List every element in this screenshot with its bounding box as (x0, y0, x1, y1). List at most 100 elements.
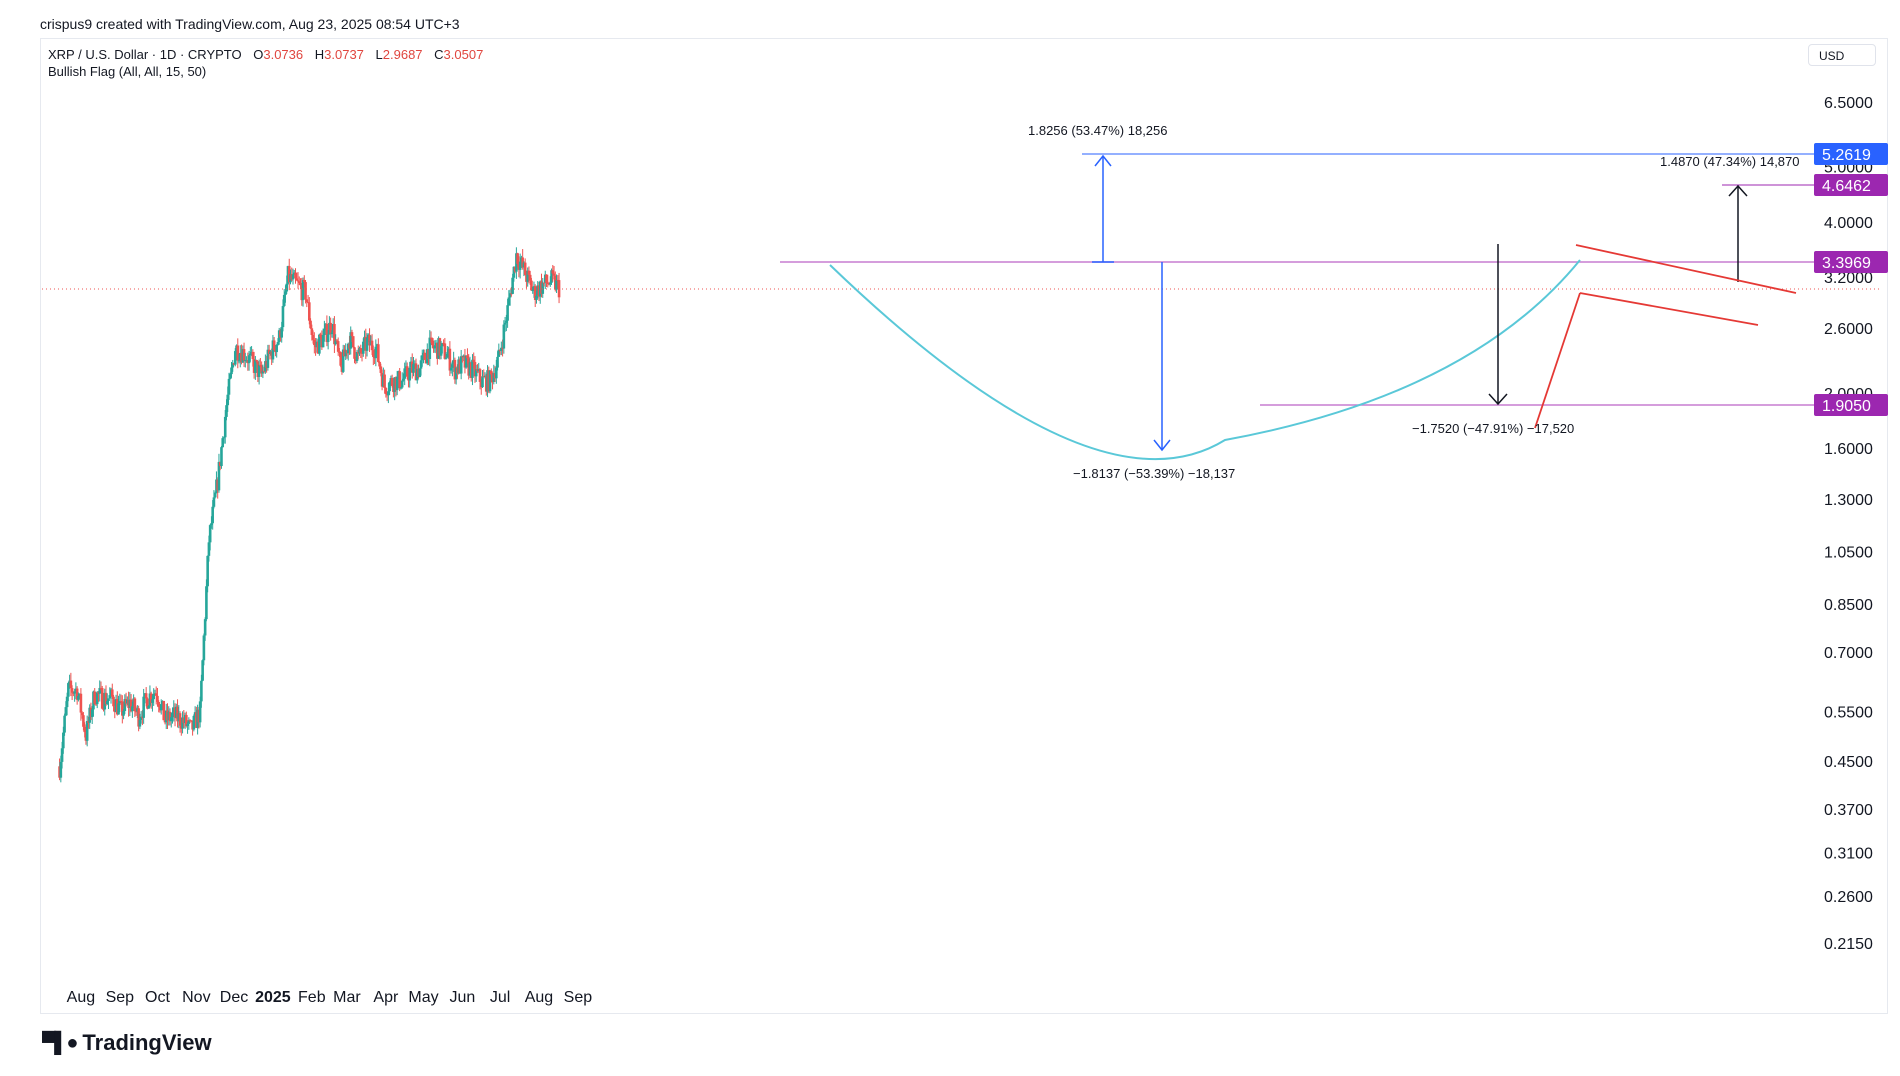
candle-body (325, 323, 329, 343)
candle-body (512, 266, 516, 278)
candle-body (305, 299, 309, 303)
candle-body (144, 693, 148, 699)
candle-body (521, 257, 524, 268)
candle-body (251, 351, 255, 360)
y-tick-label: 4.0000 (1824, 215, 1873, 232)
candle-body (98, 687, 102, 694)
candle-body (336, 341, 340, 352)
candle-body (297, 281, 301, 284)
candle-body (318, 334, 321, 354)
candle-body (228, 374, 232, 379)
candle-body (423, 352, 427, 360)
y-axis[interactable]: 6.50005.00004.00003.20002.60002.00001.60… (1824, 95, 1873, 953)
cup-curve[interactable] (829, 259, 1581, 460)
open-label: O (253, 47, 264, 62)
candle-body (323, 328, 326, 335)
candle-body (299, 283, 302, 286)
candle-body (405, 366, 409, 377)
candle-body (275, 344, 278, 353)
x-tick-label: Nov (182, 989, 210, 1006)
y-tick-label: 0.3100 (1824, 846, 1873, 863)
candle-body (454, 367, 458, 380)
flag-upper[interactable] (1575, 244, 1797, 294)
candle-body (156, 695, 159, 703)
candle-body (117, 703, 120, 715)
candle-body (503, 322, 507, 325)
candle-body (159, 704, 163, 711)
y-tick-label: 3.2000 (1824, 270, 1873, 287)
candle-body (388, 381, 391, 392)
candle-body (151, 699, 154, 703)
candle-body (516, 253, 519, 264)
candle-body (118, 701, 122, 704)
candle-body (365, 338, 369, 351)
candle-body (64, 707, 68, 716)
tradingview-logo-icon: ▀▌● (42, 1031, 78, 1054)
candle-body (69, 680, 73, 689)
currency-button[interactable]: USD (1808, 44, 1876, 66)
price-label-1: 5.2619 (1822, 147, 1871, 164)
measure-down-black-head (1488, 393, 1508, 406)
candle-body (147, 705, 150, 709)
candle-body (85, 721, 89, 741)
candle-body (370, 340, 374, 351)
candle-body (451, 364, 454, 368)
x-tick-label: Dec (220, 989, 248, 1006)
measure-up-black-head (1728, 184, 1748, 197)
candle-body (361, 341, 365, 354)
candle-body (221, 438, 225, 448)
measure-down-arrowhead (1153, 439, 1171, 452)
x-axis[interactable]: Aug Sep Oct Nov Dec 2025 Feb Mar Apr May Jun Jul Aug… (67, 989, 593, 1006)
candle-body (508, 293, 512, 298)
candle-body (222, 437, 226, 439)
candle-body (223, 416, 227, 438)
drawing-overlays (42, 153, 1880, 460)
candle-body (65, 696, 69, 708)
candle-body (100, 688, 104, 709)
candle-body (157, 702, 161, 708)
price-label-bg-4 (1814, 394, 1888, 416)
candle-body (535, 295, 538, 301)
tradingview-logo[interactable]: ▀▌● TradingView (42, 1030, 212, 1056)
candle-body (446, 353, 449, 358)
candle-body (330, 332, 334, 335)
low-label: L (375, 47, 383, 62)
candle-body (187, 720, 191, 724)
candle-body (137, 708, 140, 727)
candle-body (399, 387, 403, 389)
candle-body (545, 274, 548, 283)
candle-body (142, 696, 145, 718)
candle-body (108, 695, 112, 699)
candle-body (474, 369, 478, 377)
candle-body (310, 328, 314, 335)
candle-body (181, 717, 184, 729)
flag-lower[interactable] (1579, 292, 1759, 326)
x-tick-label: 2025 (255, 989, 291, 1006)
candle-body (285, 283, 289, 292)
candle-body (528, 274, 532, 281)
candle-body (233, 351, 237, 365)
candle-body (230, 367, 233, 375)
candle-body (507, 297, 511, 306)
chart-frame[interactable] (40, 38, 1888, 1014)
candle-body (77, 696, 80, 700)
price-label-bg-3 (1814, 251, 1888, 273)
indicator-legend[interactable]: Bullish Flag (All, All, 15, 50) (48, 64, 207, 79)
candle-body (472, 359, 476, 362)
candle-body (200, 680, 203, 702)
candle-body (213, 492, 217, 498)
annotation-4: −1.7520 (−47.91%) −17,520 (1412, 421, 1574, 436)
candle-body (192, 715, 196, 730)
candle-body (266, 349, 270, 368)
price-label-2: 4.6462 (1822, 178, 1871, 195)
flag-pole[interactable] (1534, 292, 1581, 429)
candle-body (93, 691, 97, 704)
candle-body (231, 363, 235, 368)
candle-body (304, 282, 307, 300)
candle-body (205, 586, 208, 620)
candle-body (202, 635, 206, 661)
candle-body (378, 361, 381, 367)
candle-body (201, 660, 204, 681)
candle-body (260, 365, 263, 374)
